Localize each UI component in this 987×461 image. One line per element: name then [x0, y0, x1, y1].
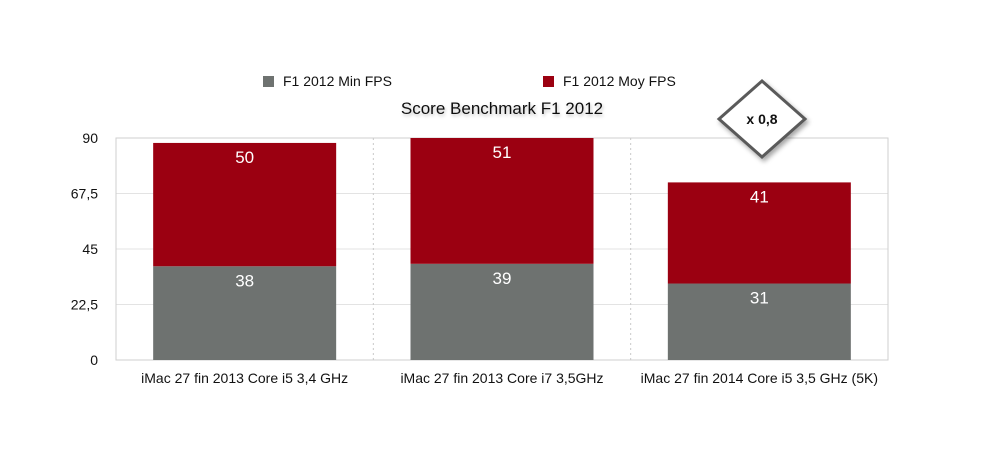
y-tick-label: 22,5	[71, 297, 98, 313]
x-tick-label: iMac 27 fin 2013 Core i5 3,4 GHz	[141, 370, 348, 386]
legend-label-min-fps: F1 2012 Min FPS	[283, 73, 392, 89]
legend: F1 2012 Min FPS F1 2012 Moy FPS	[263, 73, 676, 89]
bar-segment	[410, 138, 594, 264]
y-tick-label: 90	[82, 130, 98, 146]
y-tick-label: 45	[82, 241, 98, 257]
x-tick-label: iMac 27 fin 2014 Core i5 3,5 GHz (5K)	[641, 370, 878, 386]
bar-segment	[410, 263, 594, 360]
bar-segment	[153, 142, 337, 267]
bar-segment	[667, 283, 851, 360]
bar-value-label: 39	[493, 269, 512, 288]
data-labels: 38 50 39 51 31 41	[235, 143, 769, 308]
bar-value-label: 50	[235, 148, 254, 167]
y-tick-label: 0	[90, 352, 98, 368]
bar-segment	[153, 266, 337, 360]
x-axis: iMac 27 fin 2013 Core i5 3,4 GHz iMac 27 …	[141, 370, 878, 386]
y-axis: 0 22,5 45 67,5 90	[71, 130, 98, 368]
annotation-label: x 0,8	[746, 111, 777, 127]
ratio-annotation: x 0,8	[716, 78, 808, 160]
bar-value-label: 31	[750, 289, 769, 308]
bar-value-label: 41	[750, 187, 769, 206]
bar-value-label: 51	[493, 143, 512, 162]
annotation-diamond-shape	[716, 78, 808, 160]
legend-swatch-moy-fps	[543, 76, 554, 87]
legend-label-moy-fps: F1 2012 Moy FPS	[563, 73, 676, 89]
chart-title: Score Benchmark F1 2012	[401, 99, 603, 118]
x-tick-label: iMac 27 fin 2013 Core i7 3,5GHz	[400, 370, 603, 386]
bar-segment	[667, 182, 851, 284]
bar-value-label: 38	[235, 271, 254, 290]
y-tick-label: 67,5	[71, 186, 98, 202]
bars	[153, 138, 851, 360]
category-separators	[372, 138, 632, 360]
legend-swatch-min-fps	[263, 76, 274, 87]
